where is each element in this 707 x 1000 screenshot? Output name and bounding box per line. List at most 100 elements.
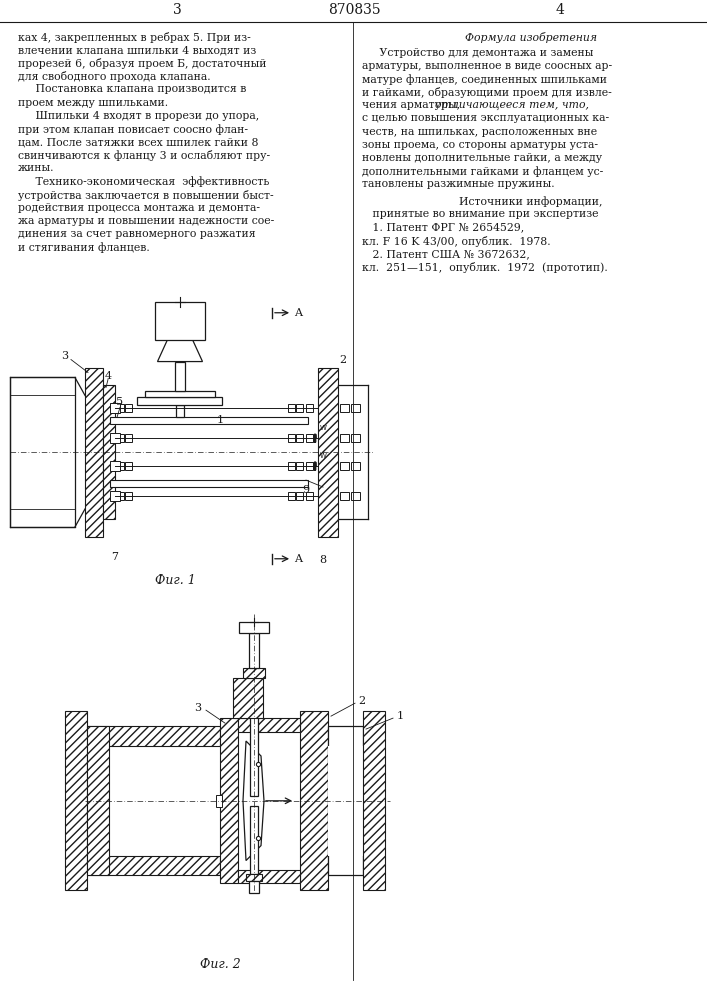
Bar — [328, 746, 365, 856]
Bar — [351, 462, 360, 470]
Text: Фиг. 2: Фиг. 2 — [199, 958, 240, 971]
Bar — [110, 417, 308, 424]
Bar — [125, 492, 132, 500]
Bar — [125, 462, 132, 470]
Bar — [306, 492, 313, 500]
Text: 4: 4 — [556, 3, 564, 17]
Bar — [288, 404, 295, 412]
Text: Фиг. 1: Фиг. 1 — [155, 574, 195, 587]
Text: ках 4, закрепленных в ребрах 5. При из-: ках 4, закрепленных в ребрах 5. При из- — [18, 32, 251, 43]
Text: 1: 1 — [216, 415, 223, 425]
Text: кл.  251—151,  опублик.  1972  (прототип).: кл. 251—151, опублик. 1972 (прототип). — [362, 262, 608, 273]
Bar — [117, 492, 124, 500]
Text: Технико-экономическая  эффективность: Технико-экономическая эффективность — [18, 176, 269, 187]
Bar — [117, 434, 124, 442]
Bar — [249, 881, 259, 893]
Bar — [243, 668, 265, 678]
Text: принятые во внимание при экспертизе: принятые во внимание при экспертизе — [362, 209, 599, 219]
Text: Источники информации,: Источники информации, — [460, 196, 603, 207]
Text: 5: 5 — [117, 397, 124, 407]
Text: с целью повышения эксплуатационных ка-: с целью повышения эксплуатационных ка- — [362, 113, 609, 123]
Bar — [306, 434, 313, 442]
Text: 2. Патент США № 3672632,: 2. Патент США № 3672632, — [362, 249, 530, 259]
Text: при этом клапан повисает соосно флан-: при этом клапан повисает соосно флан- — [18, 124, 248, 135]
Polygon shape — [243, 741, 264, 861]
Bar — [125, 404, 132, 412]
Text: матуре фланцев, соединенных шпильками: матуре фланцев, соединенных шпильками — [362, 74, 607, 85]
Bar — [220, 718, 238, 883]
Bar — [110, 433, 120, 443]
Bar — [110, 461, 120, 471]
Text: прорезей 6, образуя проем Б, достаточный: прорезей 6, образуя проем Б, достаточный — [18, 58, 267, 69]
Text: 8: 8 — [320, 555, 327, 565]
Bar — [296, 404, 303, 412]
Bar — [216, 795, 222, 807]
Bar — [340, 404, 349, 412]
Bar — [85, 856, 220, 875]
Text: 1: 1 — [397, 711, 404, 721]
Text: 1. Патент ФРГ № 2654529,: 1. Патент ФРГ № 2654529, — [362, 223, 525, 233]
Text: Постановка клапана производится в: Постановка клапана производится в — [18, 84, 246, 94]
Text: Устройство для демонтажа и замены: Устройство для демонтажа и замены — [362, 48, 593, 58]
Text: 2: 2 — [339, 355, 346, 365]
Text: Шпильки 4 входят в прорези до упора,: Шпильки 4 входят в прорези до упора, — [18, 111, 259, 121]
Text: влечении клапана шпильки 4 выходят из: влечении клапана шпильки 4 выходят из — [18, 45, 256, 55]
Text: 3: 3 — [194, 703, 201, 713]
Bar — [85, 368, 103, 537]
Text: чения арматуры,: чения арматуры, — [362, 100, 464, 110]
Text: жа арматуры и повышении надежности сое-: жа арматуры и повышении надежности сое- — [18, 216, 274, 226]
Bar — [87, 726, 109, 875]
Bar — [288, 492, 295, 500]
Text: честв, на шпильках, расположенных вне: честв, на шпильках, расположенных вне — [362, 127, 597, 137]
Text: 2: 2 — [358, 696, 366, 706]
Text: родействия процесса монтажа и демонта-: родействия процесса монтажа и демонта- — [18, 203, 260, 213]
Bar — [117, 462, 124, 470]
Bar — [155, 302, 205, 340]
Text: 4: 4 — [105, 371, 112, 381]
Text: 3: 3 — [173, 3, 182, 17]
Text: W: W — [320, 425, 327, 431]
Text: 7: 7 — [112, 552, 119, 562]
Text: W: W — [320, 453, 327, 459]
Bar — [65, 711, 87, 890]
Text: A: A — [294, 308, 302, 318]
Bar — [117, 404, 124, 412]
Text: устройства заключается в повышении быст-: устройства заключается в повышении быст- — [18, 190, 274, 201]
Bar — [340, 434, 349, 442]
Text: для свободного прохода клапана.: для свободного прохода клапана. — [18, 71, 211, 82]
Bar — [296, 462, 303, 470]
Bar — [288, 434, 295, 442]
Bar — [238, 718, 300, 732]
Bar — [110, 403, 120, 413]
Bar — [351, 404, 360, 412]
Text: кл. F 16 K 43/00, опублик.  1978.: кл. F 16 K 43/00, опублик. 1978. — [362, 236, 551, 247]
Bar — [340, 492, 349, 500]
Bar — [249, 633, 259, 668]
Bar — [351, 492, 360, 500]
Polygon shape — [158, 340, 202, 362]
Text: жины.: жины. — [18, 163, 54, 173]
Bar — [306, 404, 313, 412]
Bar — [176, 405, 184, 417]
Text: дополнительными гайками и фланцем ус-: дополнительными гайками и фланцем ус- — [362, 166, 603, 177]
Text: арматуры, выполненное в виде соосных ар-: арматуры, выполненное в виде соосных ар- — [362, 61, 612, 71]
Text: зоны проема, со стороны арматуры уста-: зоны проема, со стороны арматуры уста- — [362, 140, 598, 150]
Bar — [103, 385, 115, 519]
Text: отличающееся тем, что,: отличающееся тем, что, — [435, 100, 589, 110]
Bar — [296, 434, 303, 442]
Bar — [125, 434, 132, 442]
Text: 870835: 870835 — [327, 3, 380, 17]
Bar — [296, 492, 303, 500]
Text: тановлены разжимные пружины.: тановлены разжимные пружины. — [362, 179, 554, 189]
Bar — [250, 806, 258, 874]
Bar — [306, 462, 313, 470]
Bar — [110, 491, 120, 501]
Bar — [233, 678, 263, 718]
Text: Формула изобретения: Формула изобретения — [465, 32, 597, 43]
Bar — [85, 726, 220, 746]
Bar — [239, 622, 269, 633]
Text: новлены дополнительные гайки, а между: новлены дополнительные гайки, а между — [362, 153, 602, 163]
Text: динения за счет равномерного разжатия: динения за счет равномерного разжатия — [18, 229, 256, 239]
Bar — [351, 434, 360, 442]
Text: A: A — [294, 554, 302, 564]
